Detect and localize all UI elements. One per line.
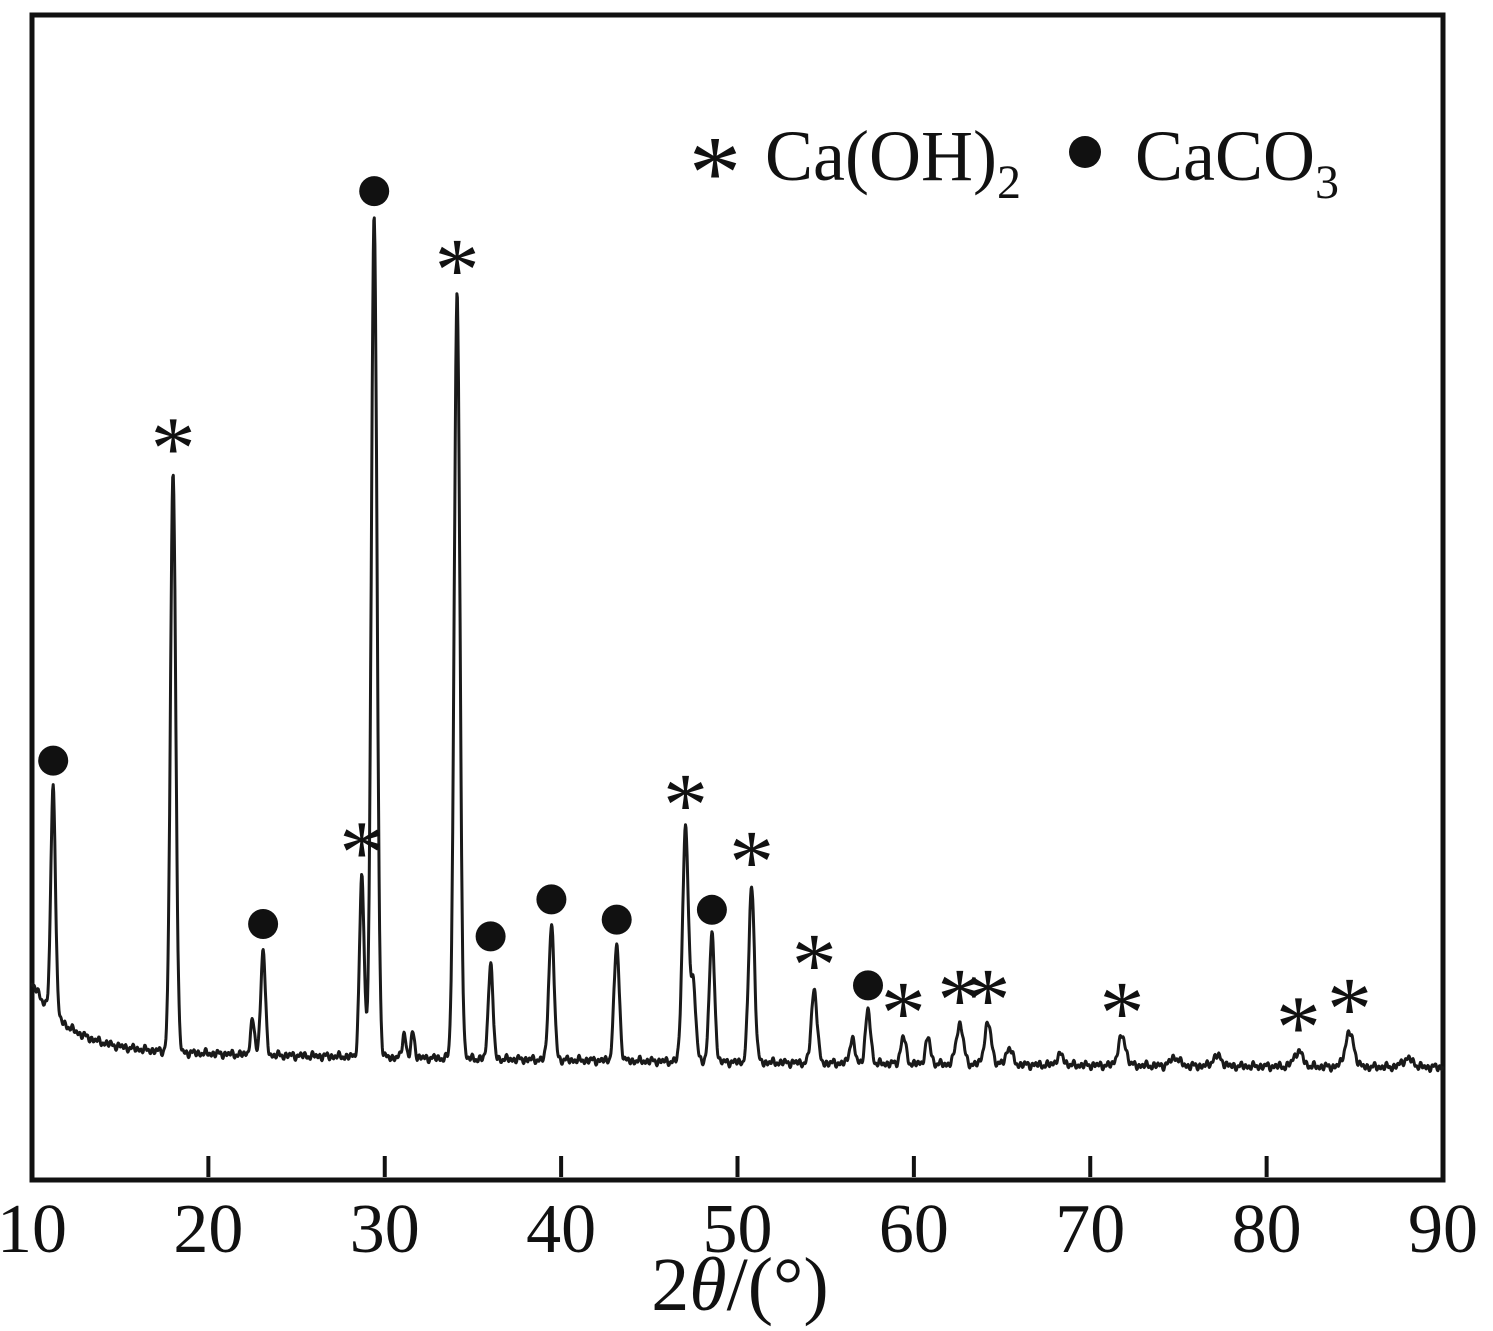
caoh2-peak-marker-icon: * [435, 221, 480, 320]
caco3-peak-marker-icon [536, 884, 567, 915]
caco3-peak-marker-icon [38, 745, 69, 776]
caoh2-peak-marker-icon: * [339, 803, 384, 902]
legend-dot-icon [1069, 136, 1101, 168]
x-tick-label: 60 [879, 1191, 949, 1268]
caoh2-peak-marker-icon: * [937, 951, 982, 1050]
x-tick-label: 10 [0, 1191, 67, 1268]
x-tick-label: 70 [1055, 1191, 1125, 1268]
x-tick-label: 90 [1408, 1191, 1478, 1268]
x-tick-label: 30 [350, 1191, 420, 1268]
x-tick-label: 20 [173, 1191, 243, 1268]
caco3-peak-marker-icon [696, 894, 727, 925]
legend-label-caco3: CaCO3 [1135, 116, 1339, 209]
legend-asterisk-icon: * [689, 114, 742, 231]
caco3-peak-marker-icon [248, 909, 279, 939]
caco3-peak-marker-icon [601, 904, 632, 935]
caoh2-peak-marker-icon: * [1100, 964, 1145, 1063]
caco3-peak-marker-icon [853, 970, 883, 1001]
legend-label-caoh2: Ca(OH)2 [765, 116, 1021, 209]
diffraction-curve [30, 216, 1445, 1073]
x-tick-label: 80 [1232, 1191, 1302, 1268]
caoh2-peak-marker-icon: * [1276, 978, 1321, 1077]
caco3-peak-marker-icon [359, 176, 390, 207]
caoh2-peak-marker-icon: * [151, 399, 196, 498]
caoh2-peak-marker-icon: * [792, 916, 837, 1015]
plot-frame [29, 12, 1446, 1183]
x-axis-title: 2θ/(°) [651, 1243, 828, 1327]
caoh2-peak-marker-icon: * [1327, 960, 1372, 1059]
caoh2-peak-marker-icon: * [966, 951, 1011, 1050]
caco3-peak-marker-icon [475, 921, 506, 952]
caoh2-peak-marker-icon: * [663, 756, 708, 855]
caoh2-peak-marker-icon: * [729, 813, 774, 912]
x-tick-label: 40 [526, 1191, 596, 1268]
caoh2-peak-marker-icon: * [881, 964, 926, 1063]
x-tick-label: 50 [703, 1191, 773, 1268]
